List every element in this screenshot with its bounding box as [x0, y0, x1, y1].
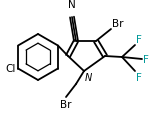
- Text: Br: Br: [60, 99, 72, 109]
- Text: Br: Br: [112, 19, 124, 29]
- Text: N: N: [68, 0, 76, 10]
- Text: F: F: [136, 35, 142, 45]
- Text: N: N: [85, 72, 92, 82]
- Text: Cl: Cl: [6, 64, 16, 74]
- Text: F: F: [143, 54, 149, 64]
- Text: F: F: [136, 72, 142, 82]
